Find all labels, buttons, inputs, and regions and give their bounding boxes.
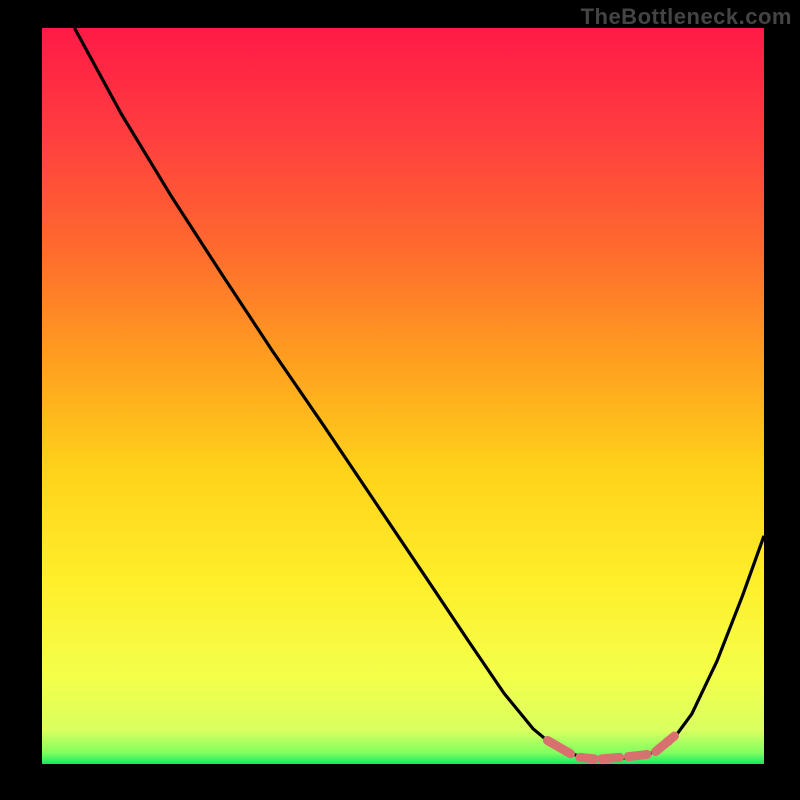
plot-area <box>42 28 764 764</box>
chart-svg <box>42 28 764 764</box>
watermark-text: TheBottleneck.com <box>581 4 792 30</box>
bottleneck-chart: TheBottleneck.com <box>0 0 800 800</box>
